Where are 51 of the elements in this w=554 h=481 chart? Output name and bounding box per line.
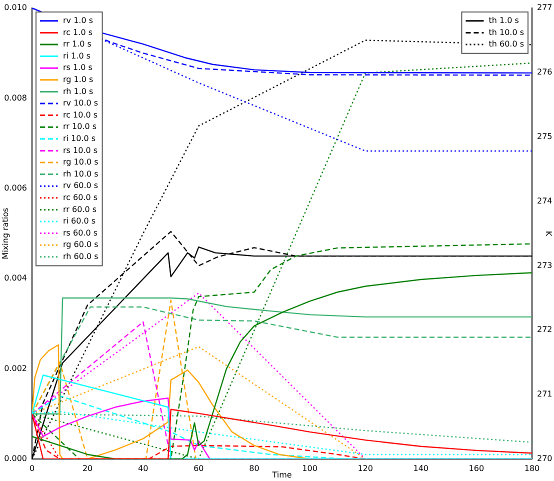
legend-label: rh 10.0 s xyxy=(63,169,98,178)
y2-tick-label: 273 xyxy=(537,260,552,270)
x-tick-label: 160 xyxy=(468,464,484,473)
x-tick-label: 120 xyxy=(358,464,373,473)
y2-tick-label: 272 xyxy=(537,325,552,334)
legend-label: rh 1.0 s xyxy=(63,86,94,96)
x-tick-label: 100 xyxy=(302,464,318,473)
y2-tick-label: 277 xyxy=(537,3,552,12)
legend-label: ri 1.0 s xyxy=(63,51,90,60)
legend-label: rc 1.0 s xyxy=(63,28,92,37)
x-axis-title: Time xyxy=(271,470,292,480)
legend-label: rv 60.0 s xyxy=(63,181,98,190)
y-tick-label: 0.004 xyxy=(4,274,27,283)
y-tick-label: 0.008 xyxy=(4,93,27,102)
legend-label: rg 60.0 s xyxy=(63,240,98,250)
y2-axis-title: K xyxy=(544,230,554,237)
legend-label: rv 10.0 s xyxy=(63,98,98,108)
x-tick-label: 140 xyxy=(413,464,429,473)
y-tick-label: 0.006 xyxy=(4,183,27,192)
x-tick-label: 180 xyxy=(524,464,540,473)
legend-label: rr 60.0 s xyxy=(63,204,97,214)
legend-label: rr 10.0 s xyxy=(63,122,97,132)
legend-label: ri 60.0 s xyxy=(63,216,96,226)
x-tick-label: 40 xyxy=(138,464,148,473)
legend-label: rr 1.0 s xyxy=(63,40,92,49)
y-tick-label: 0.010 xyxy=(4,3,27,12)
x-tick-label: 80 xyxy=(249,464,260,473)
legend-label: th 1.0 s xyxy=(488,16,519,25)
legend-label: rg 1.0 s xyxy=(63,74,94,84)
y2-tick-label: 271 xyxy=(537,390,552,399)
x-tick-label: 0 xyxy=(29,464,35,473)
legend-label: rs 60.0 s xyxy=(63,228,98,238)
legend-label: rs 1.0 s xyxy=(63,63,92,72)
legend-label: rc 60.0 s xyxy=(63,192,98,202)
x-tick-label: 60 xyxy=(194,464,204,473)
y2-tick-label: 275 xyxy=(537,132,552,141)
legend-label: rg 10.0 s xyxy=(63,158,98,167)
y2-tick-label: 276 xyxy=(537,68,552,77)
x-tick-label: 20 xyxy=(82,464,93,473)
legend-label: ri 10.0 s xyxy=(63,134,96,143)
y2-tick-label: 274 xyxy=(537,196,552,206)
y-tick-label: 0.000 xyxy=(4,454,27,464)
y-tick-label: 0.002 xyxy=(4,364,27,373)
legend-label: rc 10.0 s xyxy=(63,110,98,120)
legend-label: rh 60.0 s xyxy=(63,252,98,261)
y2-tick-label: 270 xyxy=(537,454,552,464)
legend-label: rv 1.0 s xyxy=(63,16,93,25)
legend-label: th 10.0 s xyxy=(488,28,524,37)
legend-label: th 60.0 s xyxy=(488,40,524,49)
legend-label: rs 10.0 s xyxy=(63,146,98,155)
y-axis-title: Mixing ratios xyxy=(0,208,10,260)
